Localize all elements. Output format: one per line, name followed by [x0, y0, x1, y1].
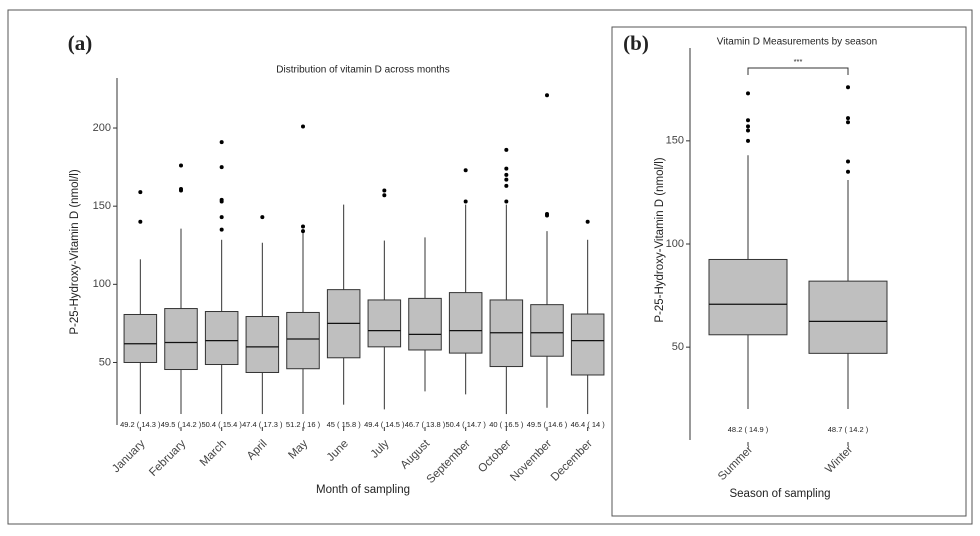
significance-label: *** [794, 57, 803, 66]
x-tick-label: December [549, 438, 595, 484]
x-tick-label: September [425, 438, 473, 486]
chart-title: Vitamin D Measurements by season [717, 37, 877, 48]
y-tick-label: 150 [666, 135, 684, 147]
x-tick-label: July [369, 438, 392, 461]
x-tick-label: Summer [716, 444, 755, 483]
outlier [746, 128, 750, 133]
x-axis-label: Month of sampling [316, 484, 410, 496]
box-annotation: 46.7 ( 13.8 ) [405, 420, 446, 429]
box-annotation: 49.2 ( 14.3 ) [120, 420, 161, 429]
outlier [504, 147, 509, 152]
outlier [504, 183, 509, 188]
x-tick-label: Winter [823, 444, 855, 476]
x-tick-label: February [147, 438, 188, 479]
x-tick-label: January [110, 438, 148, 476]
x-tick-label: October [476, 438, 514, 476]
box-annotation: 48.2 ( 14.9 ) [728, 425, 769, 434]
y-axis-label: P-25-Hydroxy-Vitamin D (nmol/l) [69, 169, 81, 334]
x-tick-label: April [245, 438, 270, 463]
x-tick-label: August [398, 437, 432, 471]
outlier [179, 188, 183, 193]
outlier [219, 165, 224, 170]
significance-bracket [747, 67, 849, 75]
outlier [746, 91, 750, 96]
box [530, 304, 564, 357]
y-tick-label: 100 [93, 278, 111, 290]
outlier [846, 159, 850, 164]
outlier [504, 172, 509, 177]
outlier [138, 190, 143, 195]
x-tick-label: March [198, 438, 229, 469]
outlier [138, 219, 143, 224]
box [448, 292, 483, 354]
outlier [382, 188, 387, 193]
outlier [746, 124, 750, 129]
box-annotation: 47.4 ( 17.3 ) [242, 420, 283, 429]
outlier [545, 93, 549, 98]
outlier [846, 120, 850, 125]
outlier [504, 177, 509, 182]
outlier [301, 124, 305, 129]
outlier [260, 215, 265, 220]
outlier [463, 199, 468, 204]
outlier [179, 163, 183, 168]
outlier [382, 193, 387, 198]
box [367, 299, 402, 348]
x-tick-label: November [508, 438, 554, 484]
box-annotation: 51.2 ( 16 ) [286, 420, 321, 429]
x-tick-label: May [286, 438, 310, 462]
box-annotation: 49.5 ( 14.2 ) [161, 420, 202, 429]
box [164, 308, 198, 371]
box-annotation: 50.4 ( 14.7 ) [445, 420, 486, 429]
box-annotation: 49.4 ( 14.5 ) [364, 420, 405, 429]
box [286, 311, 320, 370]
panel-label: (a) [68, 31, 93, 55]
outlier [846, 85, 850, 90]
x-tick-label: June [325, 438, 351, 464]
outlier [219, 215, 224, 220]
y-tick-label: 50 [99, 356, 111, 368]
outlier [504, 199, 509, 204]
outlier [219, 199, 224, 204]
outlier [504, 166, 509, 171]
chart-title: Distribution of vitamin D across months [276, 65, 449, 76]
outlier [545, 213, 549, 218]
box [123, 313, 158, 363]
outlier [846, 116, 850, 121]
box [245, 316, 280, 373]
box-annotation: 45 ( 15.8 ) [327, 420, 362, 429]
x-axis-label: Season of sampling [729, 488, 830, 500]
outlier [463, 168, 468, 173]
box-annotation: 46.4 ( 14 ) [571, 420, 606, 429]
y-axis-label: P-25-Hydroxy-Vitamin D (nmol/l) [654, 157, 666, 322]
outlier [301, 229, 305, 234]
box [708, 258, 788, 336]
panel-label: (b) [623, 31, 649, 55]
outlier [746, 118, 750, 123]
box-annotation: 40 ( 16.5 ) [489, 420, 524, 429]
outlier [301, 224, 305, 229]
box [204, 311, 239, 366]
y-tick-label: 100 [666, 238, 684, 250]
outlier [846, 169, 850, 174]
box-annotation: 48.7 ( 14.2 ) [828, 425, 869, 434]
box [570, 313, 605, 376]
outlier [219, 227, 224, 232]
outlier [219, 140, 224, 145]
box [408, 297, 442, 351]
box [808, 280, 888, 354]
y-tick-label: 150 [93, 200, 111, 212]
panel-frame [611, 26, 967, 517]
outlier [585, 219, 590, 224]
outer-frame [7, 9, 973, 525]
box-annotation: 50.4 ( 15.4 ) [201, 420, 242, 429]
outlier [746, 138, 750, 143]
y-tick-label: 200 [93, 122, 111, 134]
box-annotation: 49.5 ( 14.6 ) [527, 420, 568, 429]
y-tick-label: 50 [672, 341, 684, 353]
